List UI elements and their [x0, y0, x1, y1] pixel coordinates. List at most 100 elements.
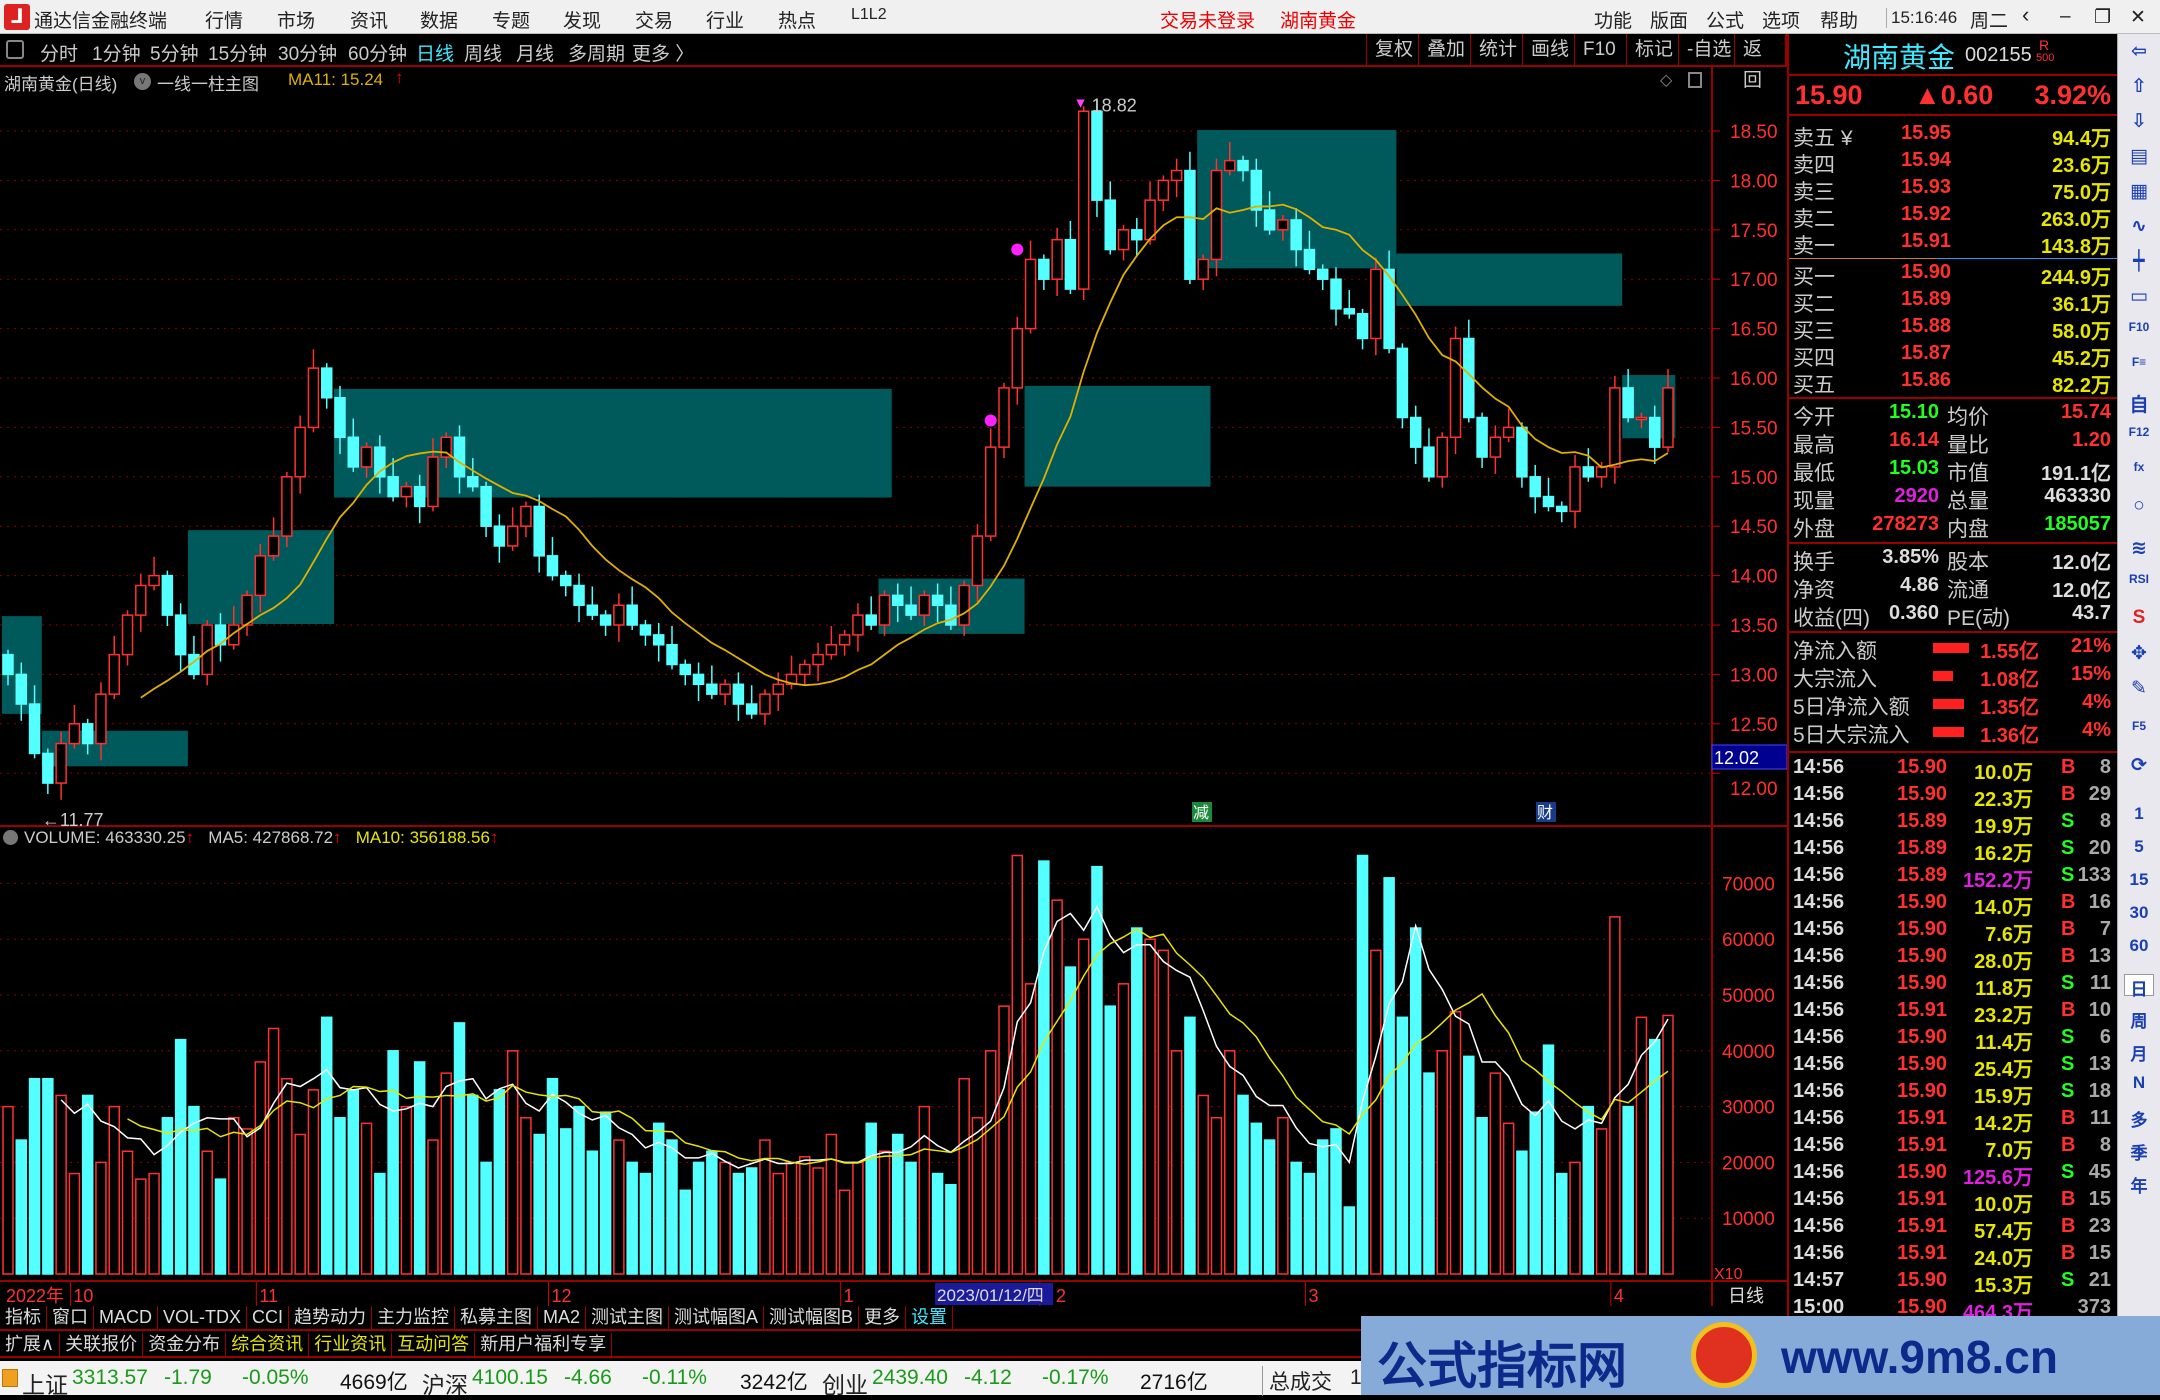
toolbar-button--自选[interactable]: -自选	[1678, 34, 1739, 65]
candle[interactable]	[1290, 219, 1302, 251]
line-chart-icon[interactable]: ∿	[2131, 216, 2147, 237]
candle[interactable]	[1263, 209, 1276, 231]
self-icon[interactable]: 自	[2129, 395, 2149, 416]
ask-row[interactable]: 卖一 15.91 143.8万	[1793, 230, 2111, 258]
ask-row[interactable]: 卖三 15.93 75.0万	[1793, 176, 2111, 204]
pencil-icon[interactable]: ✎	[2131, 678, 2147, 699]
volume-bar[interactable]	[347, 1089, 360, 1275]
candle[interactable]	[374, 446, 386, 478]
ask-row[interactable]: 卖二 15.92 263.0万	[1793, 203, 2111, 231]
volume-bar[interactable]	[546, 1077, 559, 1275]
candle[interactable]	[533, 505, 545, 557]
candle[interactable]	[865, 614, 877, 626]
volume-bar[interactable]	[1290, 1161, 1302, 1275]
period-5[interactable]: 5	[2134, 837, 2144, 856]
candle[interactable]	[294, 426, 306, 478]
volume-bar[interactable]	[1516, 1150, 1528, 1275]
volume-bar[interactable]	[1303, 1172, 1316, 1275]
volume-bar[interactable]	[108, 1105, 120, 1275]
volume-bar[interactable]	[1648, 1038, 1661, 1275]
volume-bar[interactable]	[1077, 938, 1090, 1275]
volume-bar[interactable]	[599, 1111, 612, 1275]
dropdown-icon[interactable]: v	[134, 73, 151, 90]
volume-bar[interactable]	[852, 1161, 864, 1275]
volume-bar[interactable]	[1197, 1094, 1209, 1275]
volume-bar[interactable]	[1038, 860, 1050, 1275]
candle[interactable]	[1370, 268, 1382, 340]
candle[interactable]	[852, 614, 864, 636]
volume-bar[interactable]	[918, 1105, 931, 1275]
F10-text-icon[interactable]: F≡	[2131, 355, 2147, 369]
bid-row[interactable]: 买五 15.86 82.2万	[1793, 369, 2111, 397]
candle[interactable]	[1330, 278, 1342, 310]
candle[interactable]	[360, 446, 373, 468]
candle[interactable]	[254, 555, 267, 597]
volume-bar[interactable]	[878, 1150, 891, 1275]
formula-icon[interactable]: fx	[2133, 460, 2145, 474]
volume-bar[interactable]	[573, 1105, 585, 1275]
candle[interactable]	[1184, 169, 1196, 280]
volume-bar[interactable]	[892, 1133, 904, 1275]
candle[interactable]	[918, 594, 931, 616]
volume-bar[interactable]	[241, 1128, 253, 1275]
period-30分钟[interactable]: 30分钟	[278, 44, 338, 65]
period-5分钟[interactable]: 5分钟	[150, 44, 199, 65]
menu-市场[interactable]: 市场	[277, 11, 316, 32]
panel-icon[interactable]	[1688, 72, 1702, 88]
index-name[interactable]: 沪深	[422, 1372, 468, 1398]
candle[interactable]	[825, 644, 838, 656]
candle[interactable]	[905, 604, 917, 616]
volume-bar[interactable]	[161, 1117, 174, 1275]
candle[interactable]	[15, 673, 28, 705]
candle[interactable]	[1516, 426, 1528, 478]
candle-chart-icon[interactable]: ┿	[2133, 251, 2145, 272]
period-N[interactable]: N	[2132, 1073, 2146, 1092]
toolbar-button-返回[interactable]: 返回	[1734, 34, 1785, 91]
volume-bar[interactable]	[42, 1077, 54, 1275]
candle[interactable]	[812, 653, 824, 666]
volume-bar[interactable]	[68, 1172, 81, 1275]
tab-指标[interactable]: 指标	[0, 1306, 47, 1329]
candle[interactable]	[1529, 476, 1541, 498]
volume-bar[interactable]	[1569, 1161, 1581, 1275]
candle[interactable]	[427, 456, 439, 508]
volume-bar[interactable]	[228, 1117, 240, 1275]
wave-icon[interactable]: ≋	[2131, 538, 2147, 559]
candle[interactable]	[560, 574, 572, 587]
volume-bar[interactable]	[121, 1150, 134, 1275]
menu-版面[interactable]: 版面	[1650, 11, 1689, 32]
volume-bar[interactable]	[493, 1089, 506, 1275]
volume-bar[interactable]	[652, 1122, 665, 1275]
window-icon[interactable]: ▭	[2130, 286, 2148, 307]
period-1[interactable]: 1	[2134, 804, 2144, 823]
signal-zone[interactable]	[1024, 385, 1211, 487]
volume-bar[interactable]	[1157, 949, 1170, 1275]
multi-list-icon[interactable]: ▦	[2130, 181, 2148, 202]
stock-tab[interactable]: 湖南黄金	[1280, 11, 1357, 32]
volume-bar[interactable]	[1131, 927, 1143, 1275]
candle[interactable]	[652, 634, 665, 646]
candle[interactable]	[387, 476, 399, 498]
volume-bar[interactable]	[307, 1089, 320, 1275]
period-月线[interactable]: 月线	[516, 44, 555, 65]
candle[interactable]	[772, 683, 784, 695]
tab-测试主图[interactable]: 测试主图	[586, 1306, 670, 1329]
candle[interactable]	[1077, 110, 1090, 290]
menu-交易[interactable]: 交易	[635, 11, 674, 32]
toolbar-button-叠加[interactable]: 叠加	[1418, 34, 1473, 65]
volume-bar[interactable]	[427, 1139, 439, 1275]
candle[interactable]	[1343, 308, 1356, 315]
candle[interactable]	[467, 476, 479, 488]
candle[interactable]	[1011, 327, 1024, 389]
tab-综合资讯[interactable]: 综合资讯	[226, 1333, 310, 1356]
volume-bar[interactable]	[480, 1161, 492, 1275]
period-多[interactable]: 多	[2130, 1111, 2148, 1130]
volume-bar[interactable]	[174, 1038, 187, 1275]
candle[interactable]	[1569, 466, 1581, 513]
volume-bar[interactable]	[1662, 1014, 1674, 1275]
volume-bar[interactable]	[1263, 1139, 1276, 1275]
restore-icon[interactable]: ❐	[2094, 7, 2112, 28]
volume-bar[interactable]	[1409, 927, 1422, 1275]
volume-bar[interactable]	[772, 1172, 784, 1275]
volume-bar[interactable]	[812, 1167, 824, 1275]
